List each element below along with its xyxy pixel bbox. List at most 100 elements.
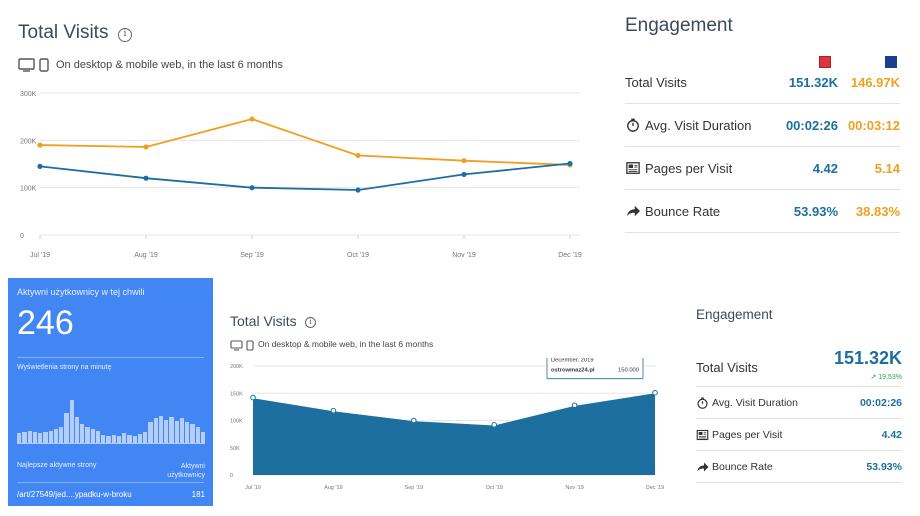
- engagement-label: Pages per Visit: [645, 160, 733, 176]
- y-tick-label: 0: [230, 473, 233, 479]
- pageview-bar: [185, 422, 190, 443]
- active-users-count: 246: [17, 304, 74, 342]
- x-tick-label: Nov '19: [452, 252, 476, 259]
- pageviews-bar-chart: [17, 388, 205, 444]
- data-point: [567, 160, 573, 167]
- engagement-value-b: 00:03:12: [847, 117, 900, 133]
- pageview-bar: [101, 434, 106, 443]
- stopwatch-icon: [627, 118, 639, 132]
- info-icon[interactable]: i: [118, 28, 132, 42]
- top-page-link[interactable]: /art/27549/jed....ypadku-w-broku: [17, 490, 132, 499]
- info-icon[interactable]: i: [305, 317, 316, 328]
- x-tick-label: Dec '19: [558, 252, 582, 259]
- pageview-bar: [48, 430, 53, 443]
- pageview-bar: [190, 423, 195, 443]
- pages-icon: [696, 429, 709, 440]
- engagement-label: Avg. Visit Duration: [712, 396, 798, 409]
- series-line-0: [39, 118, 571, 166]
- pageview-bar: [158, 415, 163, 443]
- device-icons: [230, 338, 256, 356]
- x-tick-label: Sep '19: [240, 252, 264, 259]
- data-point: [491, 422, 498, 428]
- top-pages-label: Najlepsze aktywne strony: [17, 462, 97, 469]
- x-tick-label: Oct '19: [486, 485, 503, 491]
- pageview-bar: [148, 422, 153, 443]
- pageview-bar: [17, 433, 22, 443]
- data-point: [249, 116, 255, 122]
- desktop-icon: [230, 340, 243, 351]
- engagement-label: Total Visits: [625, 74, 687, 90]
- pageview-bar: [74, 416, 79, 443]
- divider: [17, 357, 204, 358]
- data-point: [355, 152, 361, 159]
- engagement-label: Avg. Visit Duration: [645, 117, 752, 133]
- realtime-title: Aktywni użytkownicy w tej chwili: [17, 287, 145, 297]
- total-visits-line-chart: 0 100K 200K 300K Jul '19 Aug '19 Sep '19 Oct '1…: [20, 91, 582, 259]
- pageview-bar: [90, 429, 95, 443]
- pageview-bar: [53, 429, 58, 443]
- pageview-bar: [38, 433, 43, 443]
- desktop-icon: [18, 58, 35, 72]
- pageview-bar: [22, 432, 27, 443]
- total-visits-subtitle: On desktop & mobile web, in the last 6 m…: [258, 339, 434, 349]
- engagement-label: Total Visits: [696, 360, 758, 375]
- engagement-value-b: 146.97K: [850, 74, 900, 90]
- x-tick-label: Oct '19: [347, 252, 369, 259]
- total-visits-subtitle: On desktop & mobile web, in the last 6 m…: [56, 59, 283, 71]
- y-tick-label: 100K: [20, 186, 37, 193]
- pageview-bar: [174, 421, 179, 443]
- x-tick-label: Aug '19: [324, 485, 342, 491]
- engagement-title: Engagement: [696, 307, 773, 322]
- data-point: [355, 187, 361, 193]
- y-tick-label: 50K: [230, 446, 240, 452]
- engagement-value: 4.42: [881, 428, 902, 441]
- pageview-bar: [200, 432, 205, 443]
- engagement-row-pages: Pages per Visit 4.42: [696, 419, 902, 451]
- pageview-bar: [132, 436, 137, 443]
- mobile-icon: [39, 58, 49, 72]
- data-point: [571, 402, 578, 409]
- y-tick-label: 300K: [20, 91, 37, 98]
- pageview-bar: [27, 430, 32, 443]
- pageview-bar: [95, 430, 100, 443]
- engagement-row-avg-duration: Avg. Visit Duration 00:02:26 00:03:12: [625, 104, 900, 147]
- pages-icon: [626, 162, 640, 174]
- y-tick-label: 100K: [230, 419, 243, 425]
- x-tick-label: Dec '19: [646, 485, 664, 491]
- site-b-legend-icon: [885, 56, 897, 68]
- y-tick-label: 200K: [230, 364, 243, 370]
- pageview-bar: [64, 412, 69, 443]
- pageview-bar: [122, 433, 127, 443]
- pageview-bar: [116, 436, 121, 443]
- data-point: [461, 171, 467, 178]
- tooltip-site: ostrowmaz24.pl: [551, 368, 595, 374]
- y-tick-label: 150K: [230, 391, 243, 397]
- y-tick-label: 200K: [20, 138, 37, 145]
- pageviews-per-minute-label: Wyświetlenia strony na minutę: [17, 364, 112, 371]
- data-point: [461, 158, 467, 164]
- tooltip-box: [546, 358, 644, 380]
- pageview-bar: [143, 432, 148, 443]
- engagement-row-pages: Pages per Visit 4.42 5.14: [625, 147, 900, 190]
- engagement-label: Bounce Rate: [712, 460, 773, 473]
- data-point: [249, 185, 255, 191]
- total-visits-change: ↗ 19.53%: [870, 374, 902, 381]
- data-point: [37, 142, 43, 148]
- data-point: [652, 389, 658, 396]
- pageview-bar: [179, 418, 184, 443]
- mobile-icon: [246, 340, 254, 351]
- tooltip-value: 150.000: [618, 368, 639, 374]
- x-tick-label: Nov '19: [565, 485, 583, 491]
- data-point: [143, 175, 149, 181]
- pageview-bar: [153, 418, 158, 443]
- engagement-value: 00:02:26: [859, 396, 902, 409]
- pageview-bar: [59, 426, 64, 443]
- area-fill: [253, 392, 655, 475]
- data-point: [37, 163, 43, 169]
- series-line-1: [39, 162, 571, 191]
- engagement-value-a: 151.32K: [788, 74, 838, 90]
- total-visits-title: Total Visits: [230, 313, 297, 329]
- x-tick-label: Jul '19: [245, 485, 261, 491]
- data-point: [411, 417, 417, 424]
- pageview-bar: [169, 416, 174, 443]
